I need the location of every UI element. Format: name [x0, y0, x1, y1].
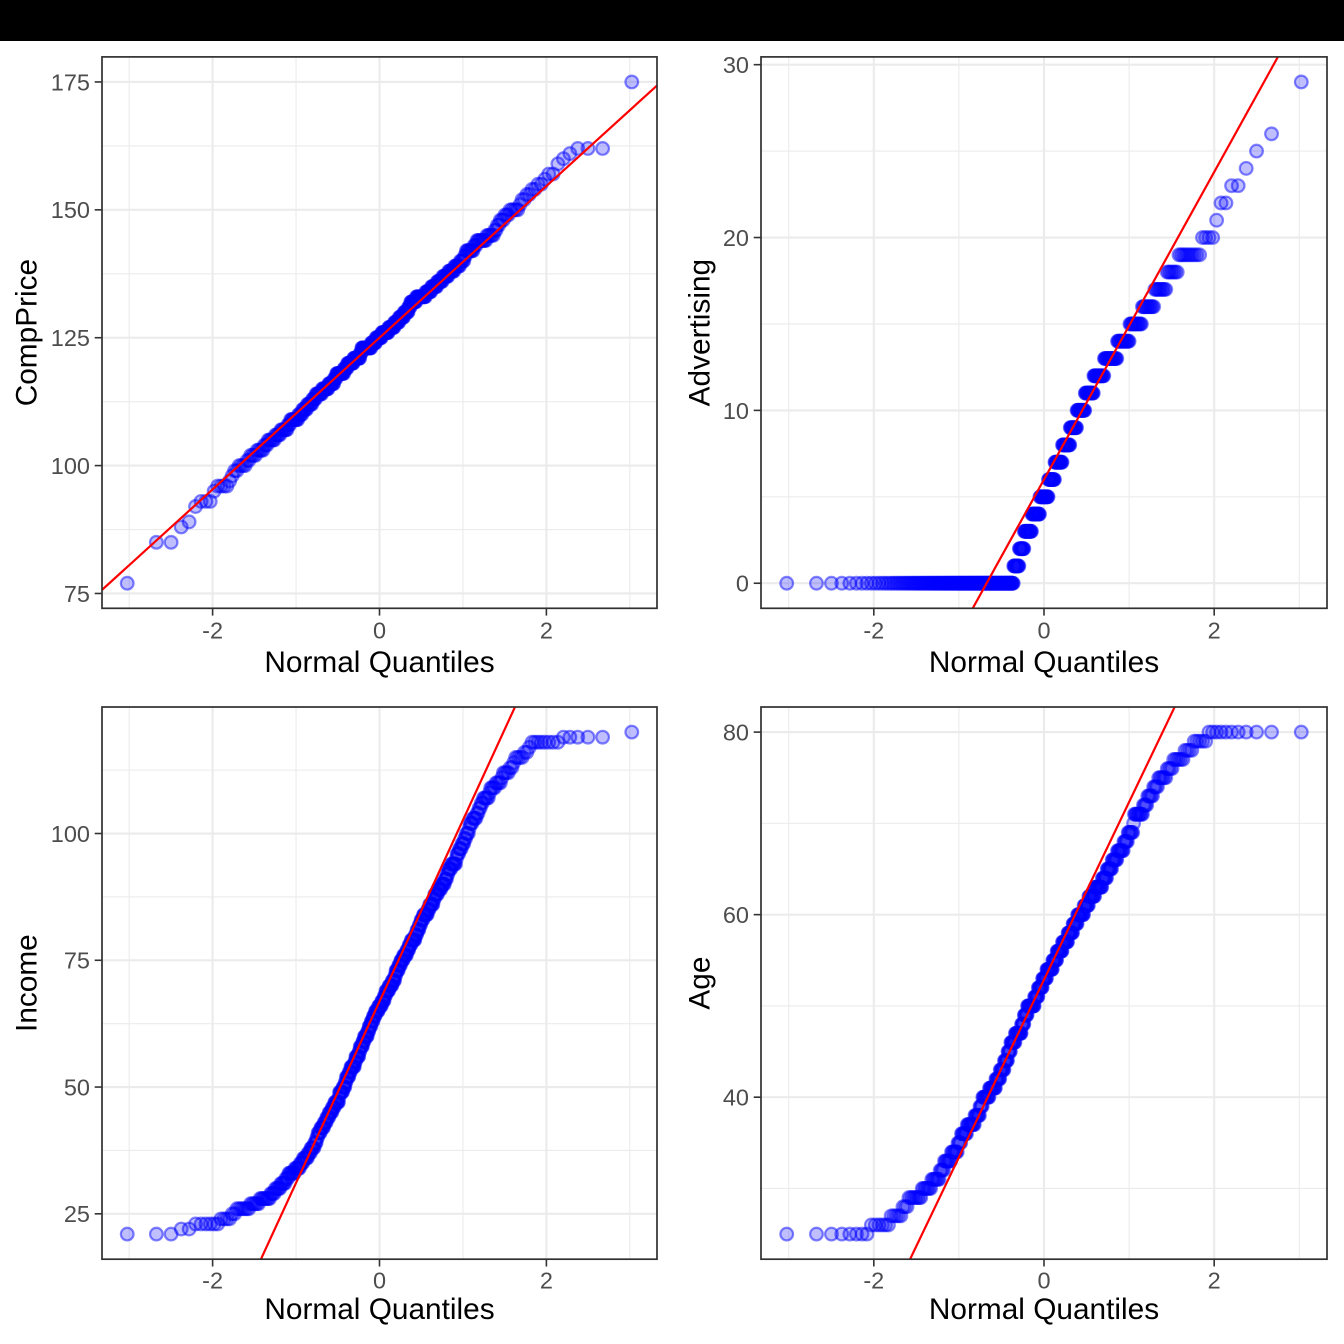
svg-text:0: 0	[373, 617, 386, 643]
svg-text:10: 10	[723, 398, 749, 424]
svg-text:75: 75	[64, 581, 90, 607]
svg-text:Income: Income	[11, 934, 44, 1032]
svg-text:40: 40	[723, 1085, 749, 1111]
svg-text:2: 2	[540, 617, 553, 643]
svg-text:30: 30	[723, 52, 749, 78]
svg-text:-2: -2	[202, 1267, 223, 1293]
svg-text:25: 25	[64, 1201, 90, 1227]
svg-text:Normal Quantiles: Normal Quantiles	[929, 1293, 1159, 1326]
svg-text:Normal Quantiles: Normal Quantiles	[264, 646, 494, 679]
svg-text:-2: -2	[202, 617, 223, 643]
svg-text:Normal Quantiles: Normal Quantiles	[929, 646, 1159, 679]
svg-text:0: 0	[736, 571, 749, 597]
svg-text:Age: Age	[683, 957, 716, 1010]
svg-text:150: 150	[51, 197, 90, 223]
svg-text:2: 2	[540, 1267, 553, 1293]
svg-text:125: 125	[51, 325, 90, 351]
svg-text:Advertising: Advertising	[683, 259, 716, 406]
svg-text:20: 20	[723, 225, 749, 251]
svg-text:0: 0	[373, 1267, 386, 1293]
svg-text:-2: -2	[863, 617, 884, 643]
svg-text:0: 0	[1037, 1267, 1050, 1293]
svg-text:60: 60	[723, 902, 749, 928]
svg-text:CompPrice: CompPrice	[11, 259, 44, 406]
svg-text:75: 75	[64, 948, 90, 974]
svg-text:50: 50	[64, 1074, 90, 1100]
svg-text:-2: -2	[863, 1267, 884, 1293]
svg-text:100: 100	[51, 821, 90, 847]
svg-text:0: 0	[1037, 617, 1050, 643]
svg-text:2: 2	[1208, 617, 1221, 643]
svg-text:175: 175	[51, 69, 90, 95]
svg-text:2: 2	[1208, 1267, 1221, 1293]
svg-text:80: 80	[723, 720, 749, 746]
svg-text:100: 100	[51, 453, 90, 479]
svg-text:Normal Quantiles: Normal Quantiles	[264, 1293, 494, 1326]
